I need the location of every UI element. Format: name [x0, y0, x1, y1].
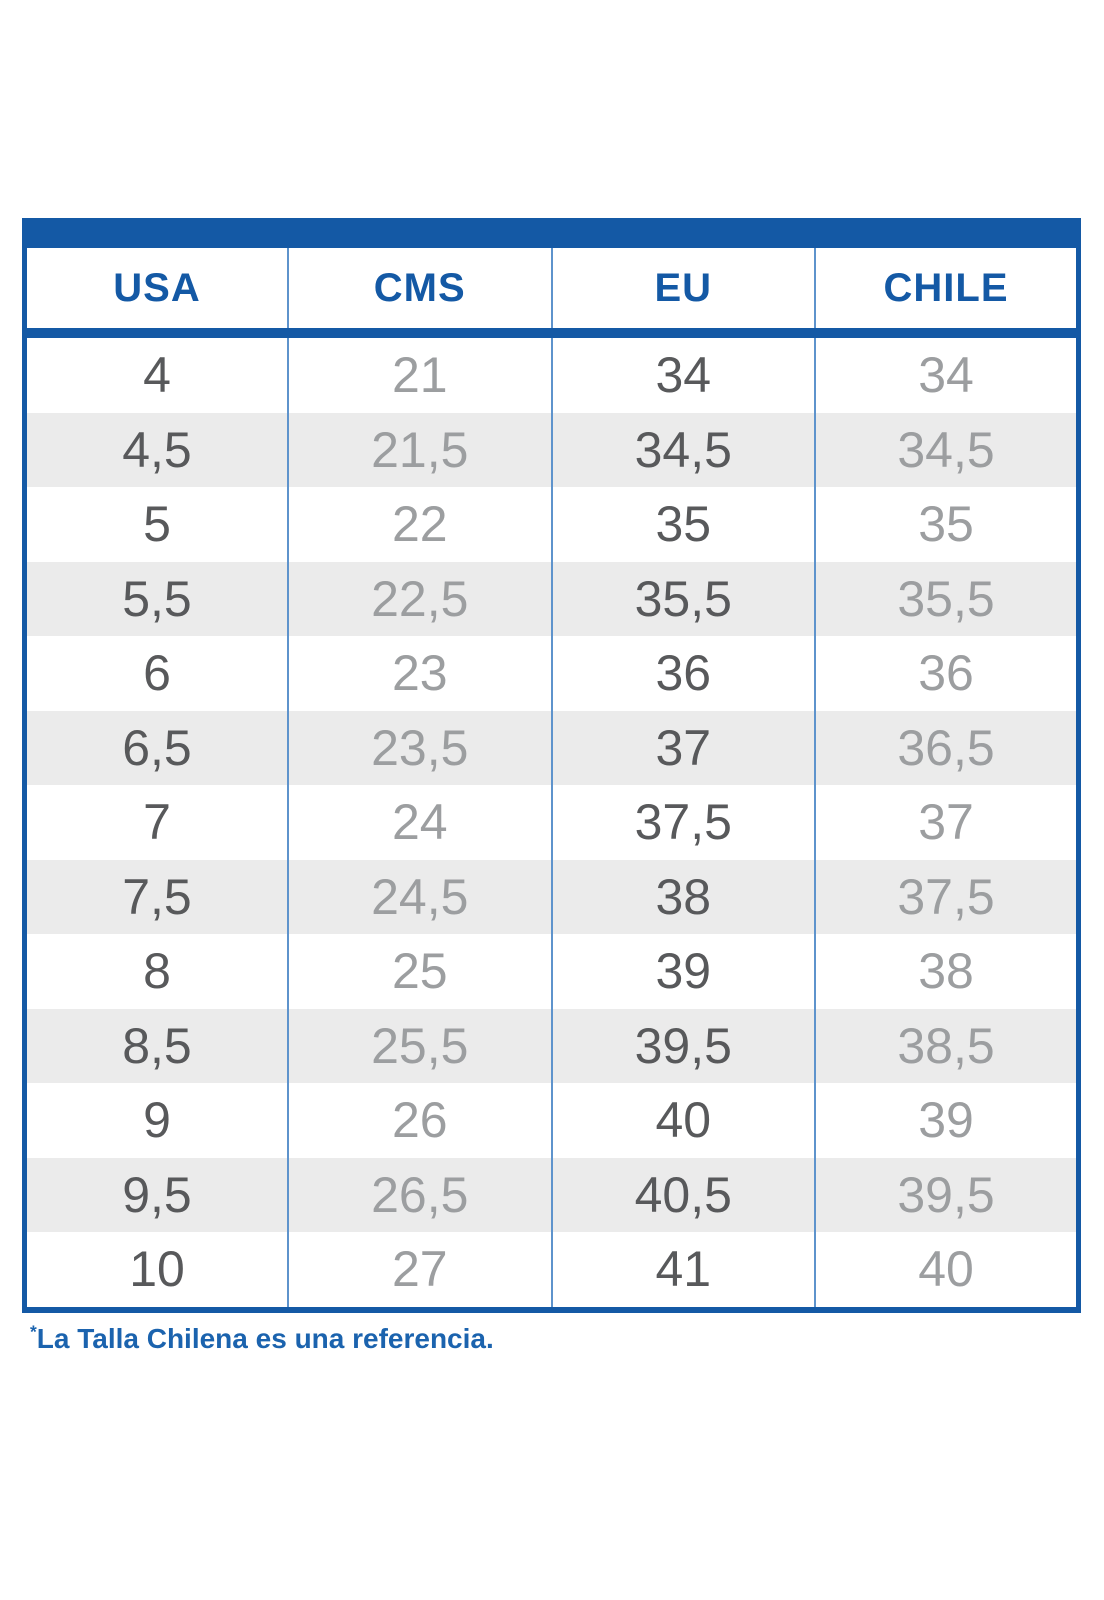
- cell-cms: 21,5: [287, 412, 552, 487]
- cell-cms: 22,5: [287, 561, 552, 636]
- table-row: 8 25 39 38: [25, 934, 1079, 1009]
- cell-cms: 26,5: [287, 1157, 552, 1232]
- footnote-asterisk: *: [30, 1321, 37, 1342]
- cell-cms: 27: [287, 1232, 552, 1310]
- table-row: 5 22 35 35: [25, 487, 1079, 562]
- cell-chile: 36,5: [814, 710, 1079, 785]
- cell-chile: 39,5: [814, 1157, 1079, 1232]
- cell-eu: 38: [550, 859, 815, 934]
- cell-chile: 34: [814, 333, 1079, 413]
- cell-cms: 25,5: [287, 1008, 552, 1083]
- cell-cms: 24,5: [287, 859, 552, 934]
- cell-cms: 23,5: [287, 710, 552, 785]
- cell-eu: 39: [550, 934, 815, 1009]
- cell-chile: 36: [814, 636, 1079, 711]
- cell-cms: 25: [287, 934, 552, 1009]
- table-row: 6,5 23,5 37 36,5: [24, 710, 1079, 785]
- cell-cms: 26: [287, 1083, 552, 1158]
- cell-usa: 4,5: [24, 412, 288, 487]
- size-conversion-chart: USA CMS EU CHILE 4 21 34 34 4,5 21,5 34,5 34,5 5…: [22, 218, 1081, 1355]
- cell-eu: 37: [550, 710, 815, 785]
- cell-usa: 5: [143, 496, 171, 553]
- cell-chile: 40: [814, 1232, 1079, 1310]
- cell-usa: 10: [129, 1241, 185, 1298]
- size-table-body: 4 21 34 34 4,5 21,5 34,5 34,5 5 22 35 35 5,5 22,5 35,5…: [24, 333, 1079, 1310]
- cell-usa: 6,5: [24, 710, 288, 785]
- cell-usa: 9,5: [24, 1157, 288, 1232]
- cell-eu: 34: [550, 333, 815, 413]
- cell-chile: 39: [814, 1083, 1079, 1158]
- cell-usa: 8: [143, 943, 171, 1000]
- header-usa: USA: [24, 248, 288, 338]
- table-top-bar: [22, 218, 1081, 248]
- footnote: *La Talla Chilena es una referencia.: [22, 1321, 1081, 1355]
- cell-usa: 5,5: [24, 561, 288, 636]
- cell-cms: 22: [287, 487, 552, 562]
- header-cms: CMS: [287, 248, 552, 338]
- table-row: 9,5 26,5 40,5 39,5: [24, 1157, 1079, 1232]
- cell-cms: 24: [287, 785, 552, 860]
- cell-chile: 37,5: [814, 859, 1079, 934]
- cell-eu: 40,5: [550, 1157, 815, 1232]
- table-row: 6 23 36 36: [25, 636, 1079, 711]
- table-row: 7,5 24,5 38 37,5: [24, 859, 1079, 934]
- cell-chile: 37: [814, 785, 1079, 860]
- cell-usa: 8,5: [24, 1008, 288, 1083]
- cell-cms: 21: [287, 333, 552, 413]
- cell-eu: 35,5: [550, 561, 815, 636]
- cell-usa: 9: [143, 1092, 171, 1149]
- cell-chile: 38: [814, 934, 1079, 1009]
- cell-eu: 40: [550, 1083, 815, 1158]
- table-row: 7 24 37,5 37: [25, 785, 1079, 860]
- table-row: 8,5 25,5 39,5 38,5: [24, 1008, 1079, 1083]
- cell-eu: 34,5: [550, 412, 815, 487]
- cell-eu: 35: [550, 487, 815, 562]
- table-row: 10 27 41 40: [25, 1232, 1079, 1310]
- footnote-text: La Talla Chilena es una referencia.: [36, 1322, 494, 1354]
- cell-chile: 35,5: [814, 561, 1079, 636]
- cell-eu: 41: [550, 1232, 815, 1310]
- cell-usa: 7: [143, 794, 171, 851]
- header-row: USA CMS EU CHILE: [24, 248, 1079, 338]
- cell-chile: 38,5: [814, 1008, 1079, 1083]
- cell-usa: 6: [143, 645, 171, 702]
- table-row: 4,5 21,5 34,5 34,5: [24, 412, 1079, 487]
- cell-chile: 34,5: [814, 412, 1079, 487]
- table-row: 5,5 22,5 35,5 35,5: [24, 561, 1079, 636]
- table-row: 4 21 34 34: [25, 333, 1079, 413]
- cell-eu: 39,5: [550, 1008, 815, 1083]
- size-table-header: USA CMS EU CHILE: [24, 248, 1079, 338]
- cell-cms: 23: [287, 636, 552, 711]
- cell-chile: 35: [814, 487, 1079, 562]
- table-row: 9 26 40 39: [25, 1083, 1079, 1158]
- cell-usa: 4: [143, 347, 171, 404]
- cell-eu: 37,5: [550, 785, 815, 860]
- header-chile: CHILE: [814, 248, 1079, 338]
- cell-eu: 36: [550, 636, 815, 711]
- header-eu: EU: [550, 248, 815, 338]
- cell-usa: 7,5: [24, 859, 288, 934]
- size-table: USA CMS EU CHILE 4 21 34 34 4,5 21,5 34,5 34,5 5…: [22, 248, 1081, 1313]
